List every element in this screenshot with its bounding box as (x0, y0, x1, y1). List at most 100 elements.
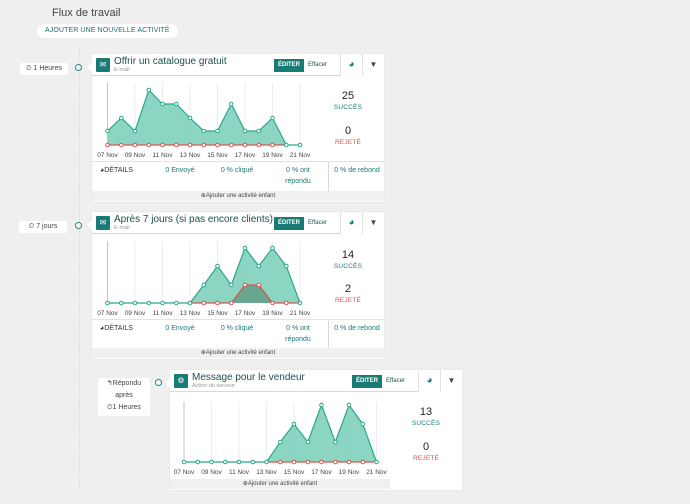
details-button[interactable]: ◕DÉTAILS (100, 167, 133, 174)
svg-text:19 Nov: 19 Nov (262, 152, 283, 159)
svg-text:11 Nov: 11 Nov (152, 152, 173, 159)
svg-text:09 Nov: 09 Nov (125, 310, 146, 317)
replied-stat[interactable]: 0 % ont répondu (285, 167, 311, 185)
timeline-node (155, 379, 162, 386)
trigger-badge: ⏲ 7 jours (19, 221, 67, 233)
filter-icon[interactable]: ▼ (362, 54, 384, 76)
svg-text:15 Nov: 15 Nov (207, 310, 228, 317)
envelope-icon: ✉ (96, 58, 110, 72)
stats-footer: ◕DÉTAILS 0 Envoyé 0 % cliqué 0 % ont rép… (92, 161, 384, 192)
stats-footer: ◕DÉTAILS 0 Envoyé 0 % cliqué 0 % ont rép… (92, 319, 384, 350)
plus-circle-icon: ⊕ (200, 350, 206, 356)
success-count[interactable]: 25 (341, 90, 355, 102)
trigger-badge: ↰Répondu après ⏲1 Heures (98, 378, 150, 416)
plus-circle-icon: ⊕ (200, 193, 206, 199)
activity-chart: 07 Nov 09 Nov 11 Nov 13 Nov 15 Nov 17 Nov 1… (97, 241, 311, 317)
success-count[interactable]: 14 (341, 249, 355, 261)
pie-chart-icon[interactable]: ◕ (340, 54, 362, 76)
svg-text:19 Nov: 19 Nov (262, 310, 283, 317)
svg-text:21 Nov: 21 Nov (366, 469, 387, 476)
rejected-count[interactable]: 0 (344, 125, 352, 137)
svg-text:11 Nov: 11 Nov (152, 310, 173, 317)
svg-text:17 Nov: 17 Nov (235, 310, 256, 317)
pie-chart-icon: ◕ (100, 167, 105, 174)
timeline-node (75, 222, 82, 229)
filter-icon[interactable]: ▼ (440, 370, 462, 392)
envelope-icon: ✉ (96, 216, 110, 230)
delete-button[interactable]: Effacer (386, 378, 405, 384)
success-label[interactable]: SUCCÈS (333, 263, 363, 270)
svg-text:09 Nov: 09 Nov (201, 469, 222, 476)
edit-button[interactable]: ÉDITER (352, 375, 383, 388)
page-title: Flux de travail (52, 7, 121, 19)
clock-icon: ⏲ (107, 404, 113, 411)
clock-icon: ⏲ (28, 223, 35, 230)
details-button[interactable]: ◕DÉTAILS (100, 325, 133, 332)
card-header: ✉ Après 7 jours (si pas encore clients) … (92, 212, 340, 234)
activity-type: E-mail (114, 225, 130, 231)
pie-chart-icon: ◕ (100, 325, 105, 332)
gears-icon: ⚙ (174, 374, 188, 388)
activity-title: Offrir un catalogue gratuit (114, 56, 227, 67)
add-child-activity-button[interactable]: ⊕Ajouter une activité enfant (170, 479, 390, 489)
svg-text:15 Nov: 15 Nov (207, 152, 228, 159)
activity-type: E-mail (114, 67, 130, 73)
sent-stat[interactable]: 0 Envoyé (165, 167, 195, 174)
reply-icon: ↰ (106, 380, 113, 387)
svg-text:09 Nov: 09 Nov (125, 152, 146, 159)
svg-text:17 Nov: 17 Nov (311, 469, 332, 476)
activity-card: ⚙ Message pour le vendeur Action du serv… (165, 370, 462, 490)
edit-button[interactable]: ÉDITER (274, 217, 305, 230)
card-header: ⚙ Message pour le vendeur Action du serv… (170, 370, 418, 392)
card-pointer (165, 378, 170, 388)
svg-text:13 Nov: 13 Nov (180, 310, 201, 317)
rejected-count[interactable]: 0 (422, 441, 430, 453)
success-count[interactable]: 13 (419, 406, 433, 418)
svg-text:07 Nov: 07 Nov (97, 152, 118, 159)
rejected-label[interactable]: REJETÉ (334, 139, 362, 146)
divider (328, 320, 329, 350)
activity-title: Après 7 jours (si pas encore clients) (114, 214, 273, 225)
card-pointer (87, 220, 92, 230)
add-child-activity-button[interactable]: ⊕Ajouter une activité enfant (92, 191, 384, 201)
clock-icon: ⏲ (26, 65, 32, 72)
svg-text:13 Nov: 13 Nov (256, 469, 277, 476)
svg-text:07 Nov: 07 Nov (174, 469, 195, 476)
svg-text:21 Nov: 21 Nov (290, 310, 311, 317)
pie-chart-icon[interactable]: ◕ (340, 212, 362, 234)
rejected-label[interactable]: REJETÉ (412, 455, 440, 462)
filter-icon[interactable]: ▼ (362, 212, 384, 234)
svg-text:13 Nov: 13 Nov (180, 152, 201, 159)
trigger-badge: ⏲ 1 Heures (20, 63, 68, 75)
svg-text:17 Nov: 17 Nov (235, 152, 256, 159)
divider (328, 162, 329, 192)
svg-text:07 Nov: 07 Nov (97, 310, 118, 317)
activity-title: Message pour le vendeur (192, 372, 305, 383)
clicked-stat[interactable]: 0 % cliqué (220, 167, 254, 174)
svg-text:21 Nov: 21 Nov (290, 152, 311, 159)
timeline-line (79, 48, 80, 488)
delete-button[interactable]: Effacer (308, 62, 327, 68)
bounced-stat[interactable]: 0 % de rebond (334, 325, 380, 332)
activity-card: ✉ Offrir un catalogue gratuit E-mail ÉDI… (87, 54, 384, 202)
edit-button[interactable]: ÉDITER (274, 59, 305, 72)
rejected-label[interactable]: REJETÉ (334, 297, 362, 304)
activity-type: Action du serveur (192, 383, 235, 389)
rejected-count[interactable]: 2 (344, 283, 352, 295)
success-label[interactable]: SUCCÈS (411, 420, 441, 427)
svg-text:11 Nov: 11 Nov (229, 469, 250, 476)
replied-stat[interactable]: 0 % ont répondu (285, 325, 311, 343)
clicked-stat[interactable]: 0 % cliqué (220, 325, 254, 332)
sent-stat[interactable]: 0 Envoyé (165, 325, 195, 332)
add-new-activity-button[interactable]: AJOUTER UNE NOUVELLE ACTIVITÉ (37, 24, 178, 38)
pie-chart-icon[interactable]: ◕ (418, 370, 440, 392)
delete-button[interactable]: Effacer (308, 220, 327, 226)
activity-card: ✉ Après 7 jours (si pas encore clients) … (87, 212, 384, 359)
card-pointer (87, 62, 92, 72)
success-label[interactable]: SUCCÈS (333, 104, 363, 111)
add-child-activity-button[interactable]: ⊕Ajouter une activité enfant (92, 348, 384, 358)
activity-chart: 07 Nov 09 Nov 11 Nov 13 Nov 15 Nov 17 Nov 1… (174, 402, 388, 476)
card-header: ✉ Offrir un catalogue gratuit E-mail ÉDI… (92, 54, 340, 76)
svg-text:15 Nov: 15 Nov (284, 469, 305, 476)
bounced-stat[interactable]: 0 % de rebond (334, 167, 380, 174)
